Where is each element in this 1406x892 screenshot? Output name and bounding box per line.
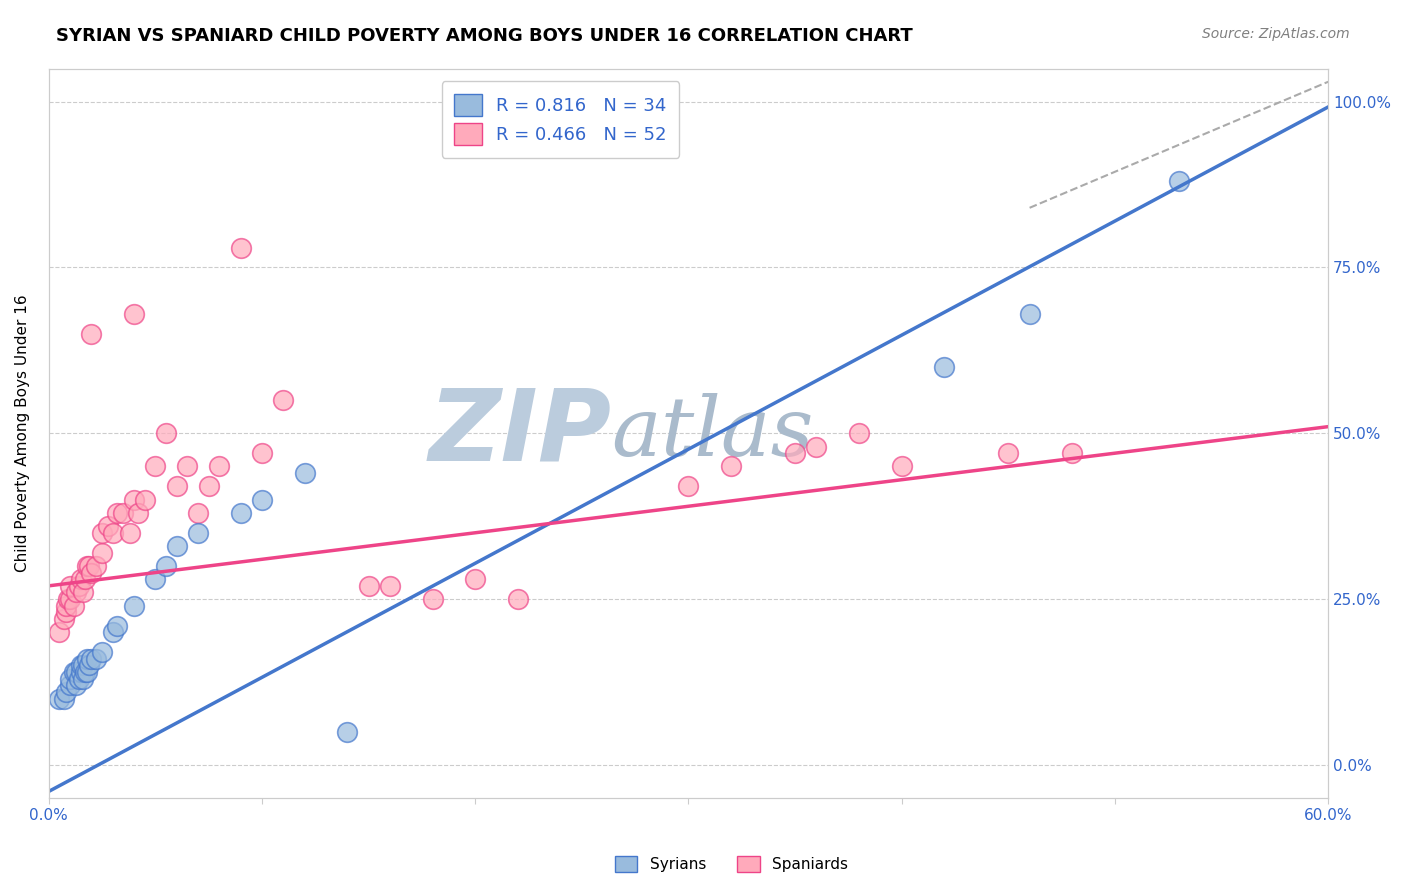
Point [357, 579, 380, 593]
Point [145, 572, 167, 586]
Point [134, 492, 156, 507]
Point [720, 459, 742, 474]
Point [187, 506, 209, 520]
Point [97, 519, 120, 533]
Point [176, 459, 198, 474]
Point [155, 426, 177, 441]
Point [250, 446, 273, 460]
Point [56, 592, 79, 607]
Point [65, 678, 87, 692]
Point [208, 459, 231, 474]
Point [52, 691, 75, 706]
Point [848, 426, 870, 441]
Text: atlas: atlas [612, 393, 814, 474]
Point [48, 625, 70, 640]
Point [806, 440, 828, 454]
Point [76, 665, 98, 679]
Point [80, 652, 103, 666]
Point [72, 672, 94, 686]
Point [73, 665, 96, 679]
Point [65, 665, 87, 679]
Point [77, 658, 100, 673]
Point [122, 492, 145, 507]
Point [59, 579, 82, 593]
Point [997, 446, 1019, 460]
Y-axis label: Child Poverty Among Boys Under 16: Child Poverty Among Boys Under 16 [15, 294, 30, 572]
Legend: R = 0.816   N = 34, R = 0.466   N = 52: R = 0.816 N = 34, R = 0.466 N = 52 [441, 81, 679, 158]
Point [59, 672, 82, 686]
Point [69, 572, 91, 586]
Text: ZIP: ZIP [429, 384, 612, 482]
Point [101, 525, 124, 540]
Point [69, 658, 91, 673]
Point [55, 685, 77, 699]
Point [84, 652, 107, 666]
Point [229, 241, 252, 255]
Point [294, 466, 316, 480]
Point [59, 678, 82, 692]
Point [336, 724, 359, 739]
Point [783, 446, 806, 460]
Point [464, 572, 486, 586]
Point [72, 585, 94, 599]
Point [122, 599, 145, 613]
Point [48, 691, 70, 706]
Point [506, 592, 529, 607]
Point [1062, 446, 1084, 460]
Point [890, 459, 912, 474]
Point [101, 625, 124, 640]
Point [250, 492, 273, 507]
Point [55, 606, 77, 620]
Point [112, 506, 135, 520]
Point [105, 618, 128, 632]
Point [678, 479, 700, 493]
Point [166, 479, 188, 493]
Point [378, 579, 401, 593]
Point [91, 645, 114, 659]
Point [63, 599, 86, 613]
Point [91, 525, 114, 540]
Point [76, 558, 98, 573]
Point [65, 585, 87, 599]
Point [80, 566, 103, 580]
Point [67, 579, 90, 593]
Point [1018, 307, 1040, 321]
Point [271, 393, 294, 408]
Point [52, 612, 75, 626]
Point [145, 459, 167, 474]
Point [91, 546, 114, 560]
Point [229, 506, 252, 520]
Point [934, 359, 956, 374]
Point [84, 558, 107, 573]
Point [155, 558, 177, 573]
Point [422, 592, 444, 607]
Point [105, 506, 128, 520]
Point [166, 539, 188, 553]
Point [73, 572, 96, 586]
Point [122, 307, 145, 321]
Text: Source: ZipAtlas.com: Source: ZipAtlas.com [1202, 27, 1350, 41]
Point [72, 658, 94, 673]
Point [76, 652, 98, 666]
Point [118, 525, 141, 540]
Point [197, 479, 219, 493]
Point [1167, 174, 1189, 188]
Legend: Syrians, Spaniards: Syrians, Spaniards [607, 848, 855, 880]
Point [67, 672, 90, 686]
Point [55, 599, 77, 613]
Point [59, 592, 82, 607]
Point [63, 665, 86, 679]
Point [187, 525, 209, 540]
Point [80, 326, 103, 341]
Text: SYRIAN VS SPANIARD CHILD POVERTY AMONG BOYS UNDER 16 CORRELATION CHART: SYRIAN VS SPANIARD CHILD POVERTY AMONG B… [56, 27, 912, 45]
Point [127, 506, 149, 520]
Point [77, 558, 100, 573]
Point [69, 665, 91, 679]
